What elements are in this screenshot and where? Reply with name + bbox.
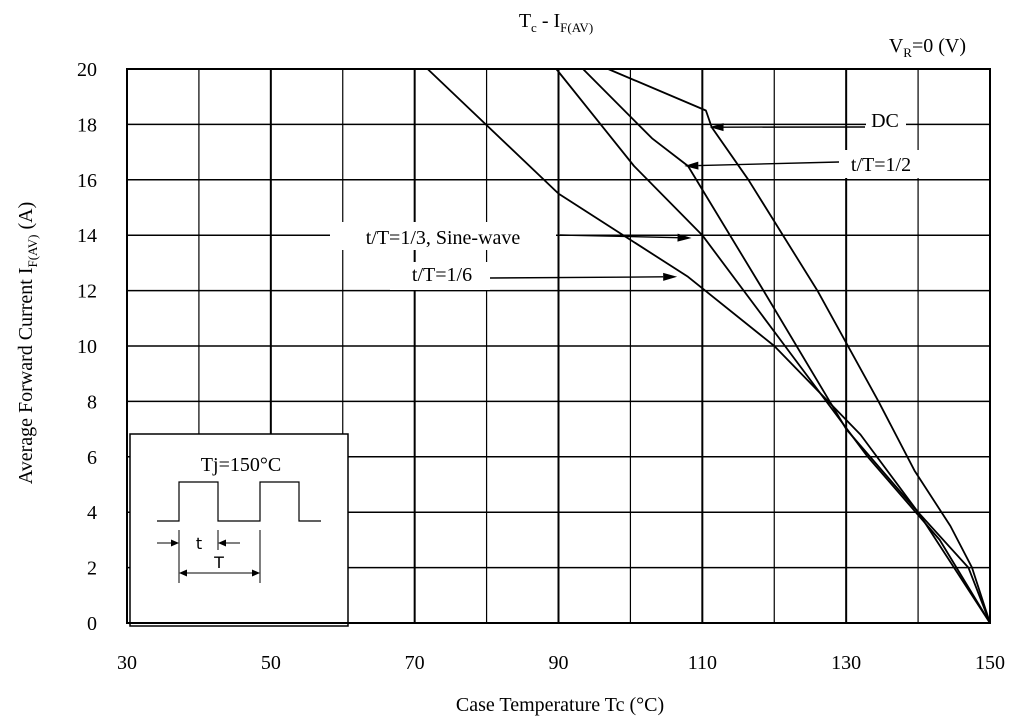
x-tick-label: 70 (405, 652, 425, 674)
series-line-2 (582, 68, 991, 624)
tick-labels: 30 50 70 90 110 130 150 0 2 4 6 8 10 12 14 16 18 20 (77, 59, 1005, 674)
chart-title: Tc - IF(AV) (519, 10, 593, 35)
annotation-arrow-line (489, 276, 664, 279)
x-tick-label: 90 (549, 652, 569, 674)
x-axis-label: Case Temperature Tc (°C) (456, 694, 664, 716)
annotation-background (866, 117, 906, 139)
y-tick-label: 12 (77, 281, 97, 303)
y-tick-label: 2 (87, 558, 97, 580)
y-tick-label: 0 (87, 613, 97, 635)
series-line-1 (607, 68, 991, 624)
inset-T-arrowhead-left (179, 569, 187, 577)
annotation-arrow-line (559, 234, 678, 239)
y-tick-label: 4 (87, 502, 97, 524)
inset-T-label: T (213, 553, 224, 572)
annotation-arrowhead (709, 123, 724, 132)
inset-pulse-waveform (157, 481, 321, 522)
annotation-label: t/T=1/2 (851, 154, 911, 176)
series-line-3 (555, 68, 991, 624)
annotation-background (390, 262, 490, 290)
y-tick-label: 8 (87, 391, 97, 413)
annotation-background (836, 150, 928, 178)
inset-tj-label: Tj=150°C (201, 454, 281, 476)
plot-frame (126, 68, 991, 624)
x-tick-label: 130 (831, 652, 861, 674)
x-tick-label: 110 (688, 652, 717, 674)
x-tick-label: 150 (975, 652, 1005, 674)
annotation-label: t/T=1/3, Sine-wave (366, 227, 521, 249)
annotation-background (330, 222, 556, 250)
series-line-4 (426, 68, 991, 624)
inset-t-arrowhead-right (218, 539, 226, 547)
inset-waveform: Tj=150°C t T (129, 433, 349, 627)
annotation-label: DC (871, 110, 899, 132)
y-tick-label: 10 (77, 336, 97, 358)
inset-T-arrowhead-right (252, 569, 260, 577)
x-tick-label: 30 (117, 652, 137, 674)
condition-label: VR=0 (V) (889, 35, 966, 60)
annotation-arrow-line (698, 161, 840, 167)
y-axis-label: Average Forward Current IF(AV) (A) (15, 202, 40, 485)
annotation-arrowhead (677, 233, 692, 242)
y-tick-label: 18 (77, 114, 97, 136)
y-tick-label: 20 (77, 59, 97, 81)
y-tick-label: 6 (87, 447, 97, 469)
inset-t-label: t (196, 534, 202, 553)
x-tick-label: 50 (261, 652, 281, 674)
annotations: DC t/T=1/2 t/T=1/3, Sine-wave t/T=1/6 (330, 110, 928, 290)
curves (426, 68, 991, 624)
y-tick-label: 16 (77, 170, 97, 192)
inset-box (129, 433, 349, 627)
annotation-arrowhead (663, 272, 678, 281)
annotation-label: t/T=1/6 (412, 264, 472, 286)
annotation-arrowhead (684, 161, 699, 170)
y-tick-label: 14 (77, 225, 97, 247)
inset-t-arrowhead-left (171, 539, 179, 547)
